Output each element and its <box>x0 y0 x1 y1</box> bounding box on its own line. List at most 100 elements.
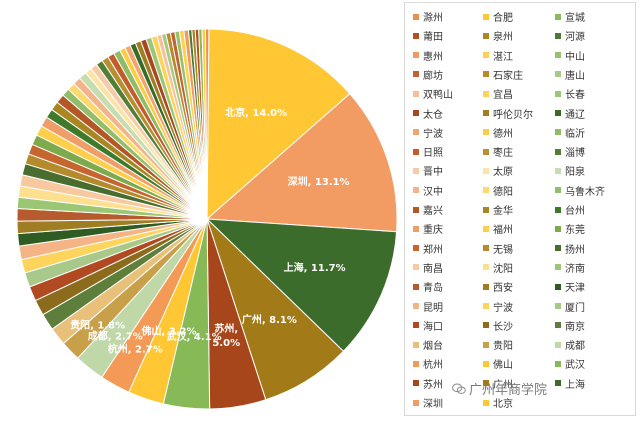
pie-slice <box>204 28 210 220</box>
slice-label: 杭州, 2.7% <box>108 343 163 356</box>
legend-item: 广州 <box>483 376 513 391</box>
pie-slice <box>206 28 351 221</box>
pie-chart: 北京, 14.0% 深圳, 13.1% 上海, 11.7% 广州, 8.1%苏州, 5.… <box>16 28 398 410</box>
legend-swatch <box>483 148 489 155</box>
legend-item: 贵阳 <box>483 337 513 352</box>
legend-item: 滁州 <box>413 9 443 24</box>
legend-item: 上海 <box>555 376 585 391</box>
legend-swatch <box>483 360 489 367</box>
legend-swatch <box>413 245 419 252</box>
legend-swatch <box>413 71 419 78</box>
legend-label: 汉中 <box>423 186 443 198</box>
legend-label: 北京 <box>493 399 513 410</box>
legend-item: 烟台 <box>413 337 443 352</box>
legend-item: 长沙 <box>483 318 513 333</box>
legend-item: 廊坊 <box>413 67 443 82</box>
legend-item: 重庆 <box>413 221 443 236</box>
legend-swatch <box>413 13 419 20</box>
legend-item: 通辽 <box>555 106 585 121</box>
legend-label: 东莞 <box>565 225 585 237</box>
legend-item: 北京 <box>483 395 513 410</box>
legend-item: 阳泉 <box>555 163 585 178</box>
legend-label: 乌鲁木齐 <box>565 186 605 198</box>
legend-label: 太原 <box>493 167 513 179</box>
legend-swatch <box>413 32 419 39</box>
legend-item: 苏州 <box>413 376 443 391</box>
legend-swatch <box>555 32 561 39</box>
legend-swatch <box>483 264 489 271</box>
legend-label: 宜昌 <box>493 90 513 102</box>
legend-label: 枣庄 <box>493 148 513 160</box>
legend-label: 烟台 <box>423 341 443 353</box>
legend-label: 宣城 <box>565 13 585 24</box>
legend-item: 西安 <box>483 279 513 294</box>
legend-label: 贵阳 <box>493 341 513 353</box>
legend-item: 晋中 <box>413 163 443 178</box>
legend-swatch <box>483 129 489 136</box>
slice-label: 成都, 2.7% <box>88 329 143 342</box>
legend-item: 天津 <box>555 279 585 294</box>
legend-item: 枣庄 <box>483 144 513 159</box>
legend-label: 中山 <box>565 51 585 63</box>
legend-label: 上海 <box>565 379 585 391</box>
legend-swatch <box>483 380 489 387</box>
legend-label: 无锡 <box>493 244 513 256</box>
wechat-icon <box>452 383 466 394</box>
legend-item: 无锡 <box>483 241 513 256</box>
legend-label: 重庆 <box>423 225 443 237</box>
legend-item: 临沂 <box>555 125 585 140</box>
legend-swatch <box>555 110 561 116</box>
legend-swatch <box>483 71 489 78</box>
legend-label: 佛山 <box>493 360 513 372</box>
legend-swatch <box>555 360 561 367</box>
legend-swatch <box>555 303 561 309</box>
legend-label: 杭州 <box>423 360 443 372</box>
slice-label: 贵阳, 1.8% <box>70 319 125 332</box>
legend-label: 莆田 <box>423 32 443 44</box>
legend-item: 石家庄 <box>483 67 523 82</box>
legend-item: 宁波 <box>483 299 513 314</box>
legend-swatch <box>413 264 419 271</box>
legend-label: 阳泉 <box>565 167 585 179</box>
legend-label: 福州 <box>493 225 513 237</box>
legend-swatch <box>555 148 561 155</box>
legend-item: 乌鲁木齐 <box>555 183 605 198</box>
legend-item: 长春 <box>555 86 585 101</box>
legend-item: 湛江 <box>483 48 513 63</box>
legend-swatch <box>555 245 561 252</box>
legend-label: 惠州 <box>423 51 443 63</box>
legend-swatch <box>483 110 489 116</box>
legend: 滁州 合肥 宣城 莆田 泉州 河源 惠州 湛江 中山 廊坊 石家庄 唐山 双鸭山 宜昌 长春 太仓 呼伦贝尔 通辽… <box>404 2 636 416</box>
legend-swatch <box>483 167 489 174</box>
legend-swatch <box>555 167 561 174</box>
legend-item: 福州 <box>483 221 513 236</box>
legend-item: 河源 <box>555 28 585 43</box>
legend-label: 武汉 <box>565 360 585 372</box>
legend-label: 德阳 <box>493 186 513 198</box>
legend-label: 合肥 <box>493 13 513 24</box>
pie-slice <box>205 218 398 352</box>
legend-label: 厦门 <box>565 302 585 314</box>
legend-label: 西安 <box>493 283 513 295</box>
legend-label: 天津 <box>565 283 585 295</box>
legend-item: 太仓 <box>413 106 443 121</box>
legend-swatch <box>413 399 419 406</box>
legend-item: 宜昌 <box>483 86 513 101</box>
legend-item: 泉州 <box>483 28 513 43</box>
legend-item: 台州 <box>555 202 585 217</box>
legend-swatch <box>483 341 489 348</box>
legend-swatch <box>413 380 419 387</box>
legend-swatch <box>413 187 419 194</box>
slice-label: 北京, 14.0% <box>225 106 287 119</box>
legend-label: 扬州 <box>565 244 585 256</box>
pie-slice <box>206 218 345 401</box>
legend-label: 海口 <box>423 321 443 333</box>
legend-swatch <box>483 303 489 309</box>
legend-label: 青岛 <box>423 283 443 295</box>
slice-label: 苏州, 5.0% <box>212 322 240 349</box>
legend-swatch <box>413 225 419 232</box>
legend-swatch <box>555 206 561 213</box>
legend-swatch <box>413 341 419 348</box>
legend-label: 淄博 <box>565 148 585 160</box>
legend-swatch <box>483 90 489 97</box>
